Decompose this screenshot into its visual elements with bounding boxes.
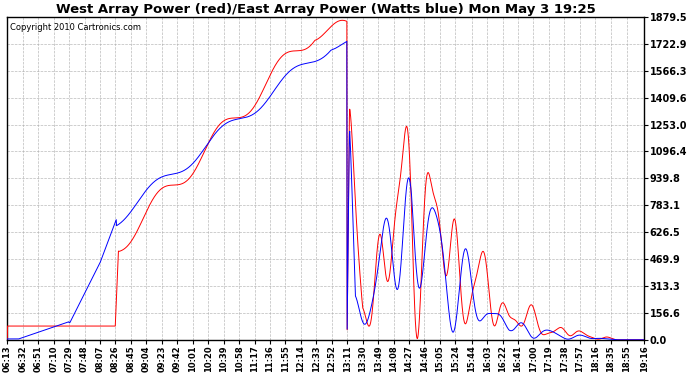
Title: West Array Power (red)/East Array Power (Watts blue) Mon May 3 19:25: West Array Power (red)/East Array Power …: [56, 3, 595, 16]
Text: Copyright 2010 Cartronics.com: Copyright 2010 Cartronics.com: [10, 23, 141, 32]
